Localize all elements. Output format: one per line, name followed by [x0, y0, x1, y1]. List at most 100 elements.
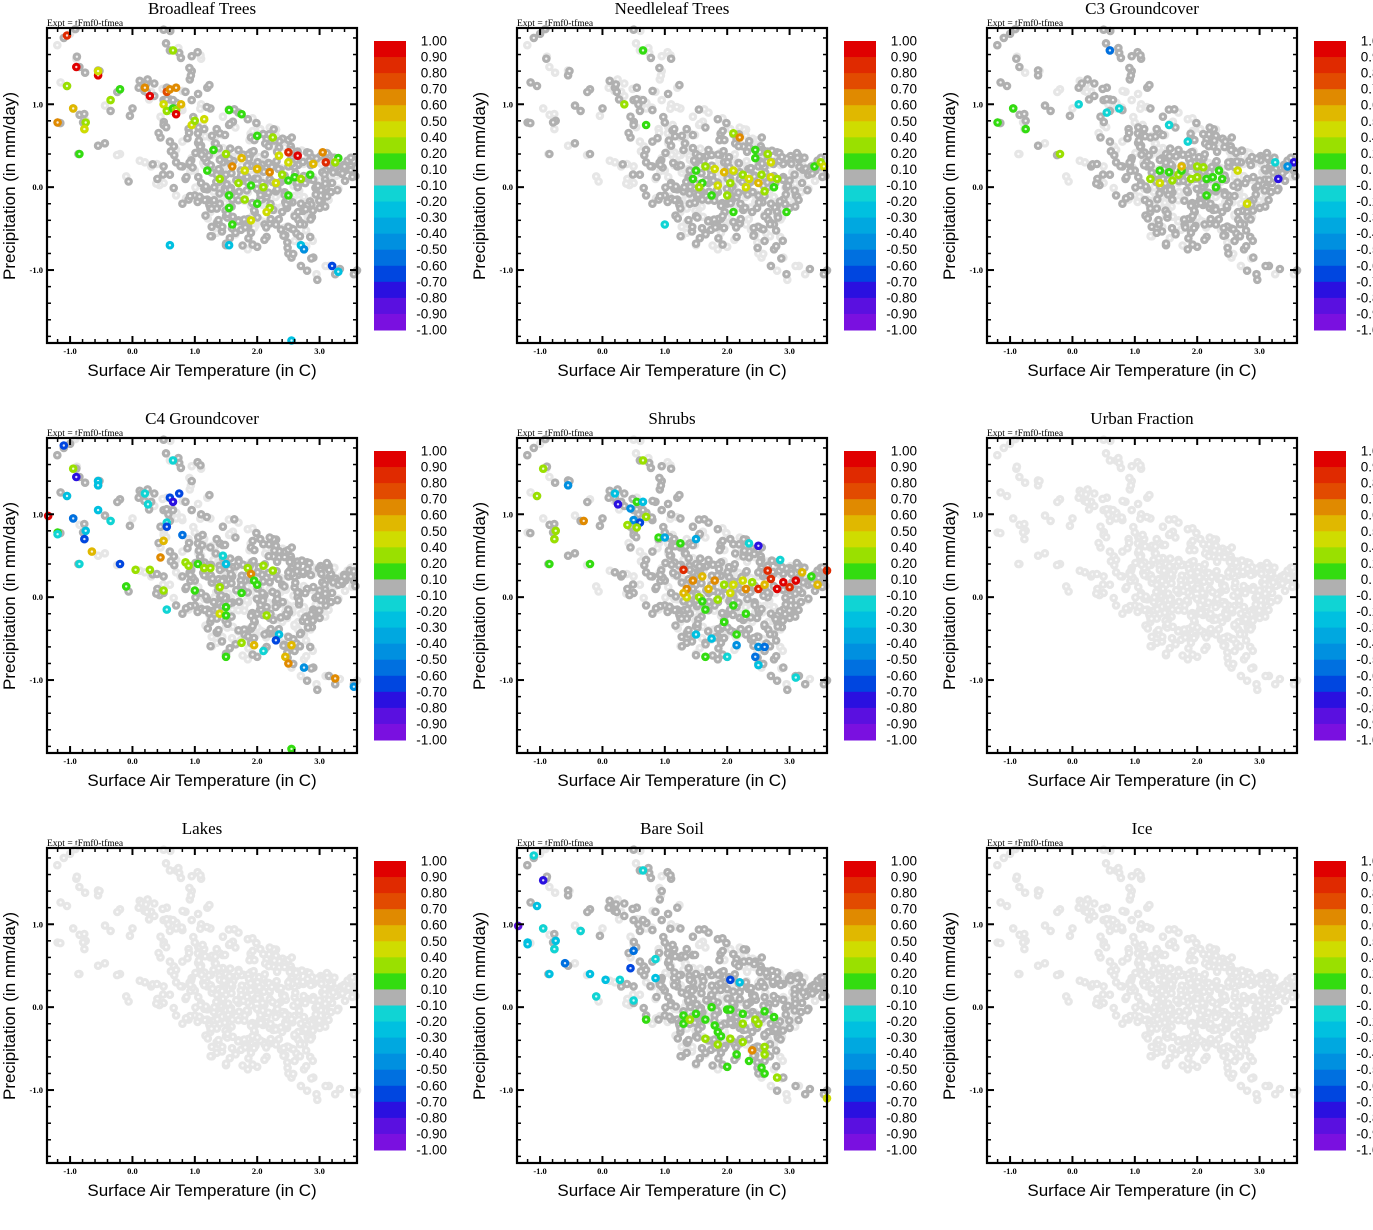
marker-center: [794, 183, 796, 185]
marker-center: [814, 180, 816, 182]
data-point: [253, 132, 262, 141]
marker-center: [625, 182, 627, 184]
marker-center: [773, 196, 775, 198]
x-tick-label: 3.0: [314, 346, 325, 356]
marker-center: [282, 235, 284, 237]
marker-center: [200, 182, 202, 184]
marker-center: [673, 128, 675, 130]
marker-center: [643, 187, 645, 189]
y-tick-label: -1.0: [500, 265, 513, 275]
background-point-active: [753, 204, 762, 213]
data-point: [75, 150, 84, 159]
marker-center: [687, 219, 689, 221]
marker-center: [595, 175, 597, 177]
background-point: [551, 68, 560, 77]
panel-title: C3 Groundcover: [1085, 0, 1199, 18]
marker-center: [104, 104, 106, 106]
marker-center: [300, 178, 302, 180]
colorbar-bin: [844, 89, 876, 106]
marker-center: [188, 132, 190, 134]
marker-center: [779, 200, 781, 202]
data-point: [297, 175, 306, 184]
colorbar-bin: [374, 218, 406, 235]
marker-center: [636, 98, 638, 100]
colorbar-bin: [844, 314, 876, 331]
marker-center: [199, 108, 201, 110]
marker-center: [651, 109, 653, 111]
marker-center: [191, 99, 193, 101]
marker-center: [1105, 126, 1107, 128]
marker-center: [234, 126, 236, 128]
marker-center: [698, 108, 700, 110]
marker-center: [1240, 203, 1242, 205]
colorbar: 1.000.900.800.700.600.500.400.200.10-0.1…: [374, 34, 447, 338]
marker-center: [293, 240, 295, 242]
marker-center: [228, 109, 230, 111]
marker-center: [293, 176, 295, 178]
marker-center: [699, 147, 701, 149]
marker-center: [166, 98, 168, 100]
marker-center: [1240, 265, 1242, 267]
data-point: [661, 220, 670, 229]
background-point-active: [777, 254, 786, 263]
marker-center: [56, 44, 58, 46]
background-point-active: [177, 54, 186, 63]
marker-center: [720, 232, 722, 234]
marker-center: [639, 140, 641, 142]
colorbar-bin: [374, 137, 406, 154]
marker-center: [785, 193, 787, 195]
y-tick-label: 1.0: [32, 99, 43, 109]
marker-center: [707, 220, 709, 222]
data-point: [284, 191, 293, 200]
marker-center: [228, 194, 230, 196]
marker-center: [649, 165, 651, 167]
marker-center: [1134, 121, 1136, 123]
marker-center: [742, 174, 744, 176]
data-point: [262, 208, 271, 217]
marker-center: [290, 339, 292, 341]
colorbar-label: 0.80: [891, 66, 917, 81]
marker-center: [315, 273, 317, 275]
marker-center: [213, 186, 215, 188]
background-point-active: [188, 163, 197, 172]
colorbar-bin: [844, 186, 876, 203]
colorbar-bin: [374, 121, 406, 138]
marker-center: [645, 149, 647, 151]
background-point-active: [205, 81, 214, 90]
marker-center: [1164, 202, 1166, 204]
marker-center: [803, 157, 805, 159]
marker-center: [639, 174, 641, 176]
background-point-active: [674, 214, 683, 223]
marker-center: [781, 156, 783, 158]
marker-center: [208, 84, 210, 86]
marker-center: [786, 279, 788, 281]
marker-center: [181, 203, 183, 205]
colorbar-label: 1.00: [421, 34, 447, 49]
marker-center: [304, 182, 306, 184]
marker-center: [770, 203, 772, 205]
background-point-active: [612, 80, 621, 89]
data-point: [234, 179, 243, 188]
marker-center: [1065, 175, 1067, 177]
marker-center: [545, 58, 547, 60]
background-point-active: [661, 149, 670, 158]
background-point-active: [632, 95, 641, 104]
marker-center: [337, 271, 339, 273]
marker-center: [244, 226, 246, 228]
marker-center: [181, 140, 183, 142]
marker-center: [256, 161, 258, 163]
marker-center: [698, 186, 700, 188]
marker-center: [757, 194, 759, 196]
data-point: [169, 46, 178, 55]
marker-center: [553, 128, 555, 130]
marker-center: [300, 203, 302, 205]
data-point: [203, 166, 212, 175]
marker-center: [681, 135, 683, 137]
data-point: [726, 179, 735, 188]
colorbar-label: 0.90: [421, 50, 447, 65]
marker-center: [661, 55, 663, 57]
background-point-active: [767, 262, 776, 271]
marker-center: [726, 188, 728, 190]
background-point-active: [571, 139, 580, 148]
